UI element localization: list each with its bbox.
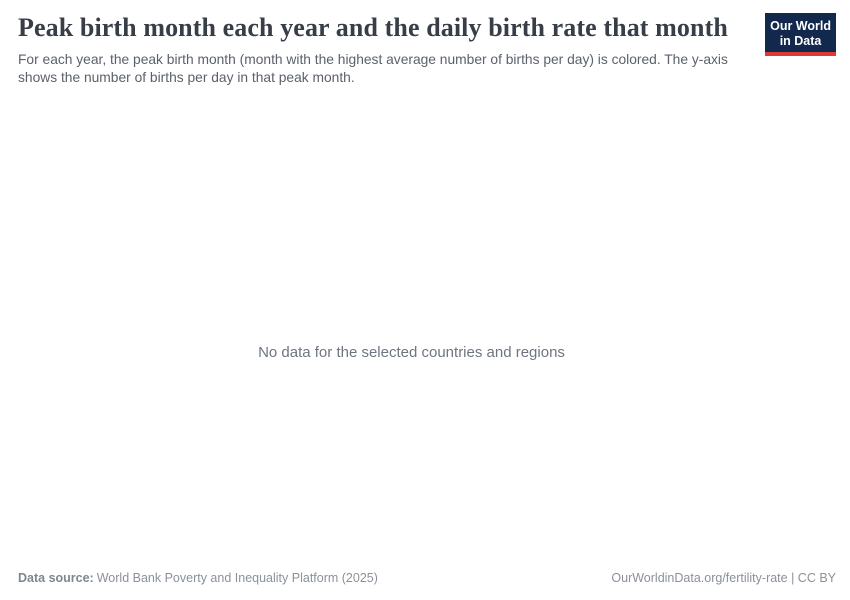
owid-logo-line2: in Data (779, 34, 822, 48)
no-data-message: No data for the selected countries and r… (258, 344, 565, 361)
chart-header-text: Peak birth month each year and the daily… (18, 13, 749, 87)
owid-logo[interactable]: Our World in Data (765, 13, 836, 56)
data-source-value: World Bank Poverty and Inequality Platfo… (96, 571, 378, 585)
chart-footer: Data source: World Bank Poverty and Inequ… (18, 571, 836, 586)
data-source-label: Data source: (18, 571, 94, 585)
data-source-line: Data source: World Bank Poverty and Inequ… (18, 571, 378, 586)
chart-header: Peak birth month each year and the daily… (0, 0, 850, 87)
plot-area: No data for the selected countries and r… (0, 96, 850, 555)
chart-subtitle: For each year, the peak birth month (mon… (18, 51, 728, 85)
chart-title: Peak birth month each year and the daily… (18, 13, 728, 42)
owid-logo-line1: Our World (770, 19, 831, 33)
footer-url-license[interactable]: OurWorldinData.org/fertility-rate | CC B… (611, 571, 836, 585)
